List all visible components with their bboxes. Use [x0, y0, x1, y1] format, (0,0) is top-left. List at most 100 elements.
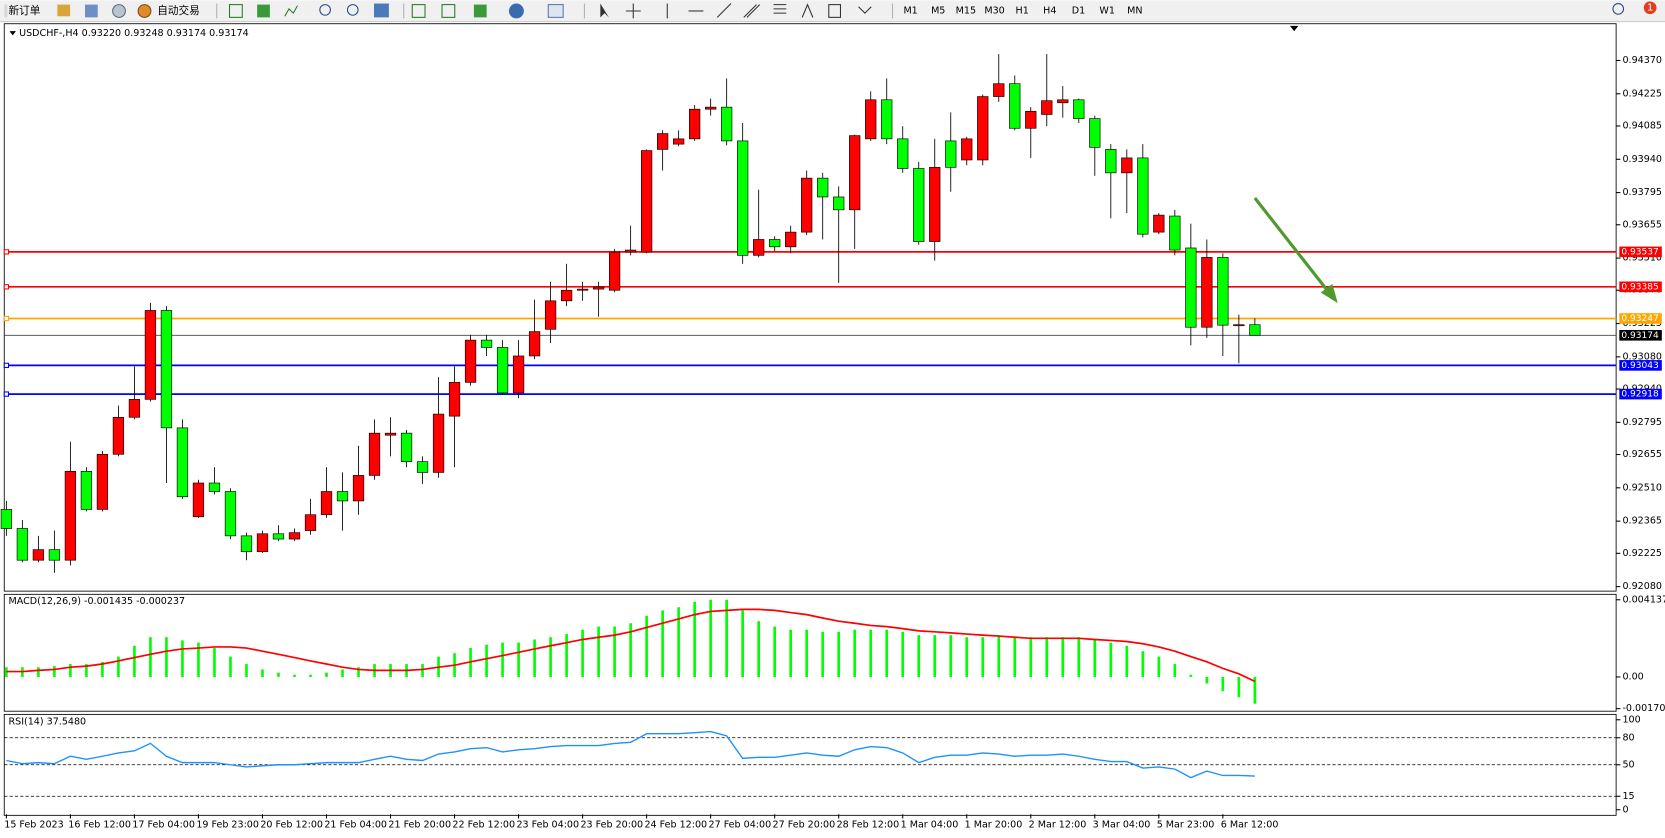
candle-body [945, 140, 957, 168]
timeframe-button[interactable]: MN [1127, 5, 1142, 16]
x-tick-label: 1 Mar 20:00 [965, 819, 1023, 830]
cursor-tool[interactable] [600, 3, 609, 18]
zoom-in-icon[interactable] [319, 4, 331, 16]
text-tool[interactable] [801, 3, 814, 18]
y-tick-label: 0.92655 [1622, 449, 1661, 460]
crosshair-tool[interactable] [625, 3, 641, 19]
timeframe-button[interactable]: D1 [1072, 5, 1085, 16]
new-order-button[interactable]: 新订单 [9, 4, 41, 17]
x-tick-label: 3 Mar 04:00 [1093, 819, 1151, 830]
channel-tool[interactable] [743, 4, 761, 18]
x-tick-label: 27 Feb 20:00 [773, 819, 836, 830]
candle-body [785, 231, 797, 248]
candle-body [1025, 110, 1037, 129]
candle-body [80, 470, 93, 510]
fibonacci-tool[interactable] [773, 4, 787, 14]
bar-chart-icon[interactable] [228, 4, 243, 18]
y-tick-label: 0.93940 [1622, 154, 1661, 165]
timeframe-button[interactable]: W1 [1099, 5, 1115, 16]
candle-body [16, 528, 29, 561]
candle-body [384, 432, 397, 436]
y-tick-label: 15 [1622, 791, 1634, 802]
tile-windows-icon[interactable] [374, 3, 389, 18]
candle-body [464, 339, 477, 383]
indicators-icon[interactable] [473, 4, 487, 18]
y-tick-label: 0.93510 [1622, 253, 1661, 264]
navigator-icon[interactable] [112, 4, 126, 18]
rsi-line [6, 730, 1255, 779]
zoom-out-icon[interactable] [346, 4, 359, 16]
candle-body [448, 382, 461, 417]
candle-body [1185, 247, 1197, 328]
x-tick-label: 21 Feb 20:00 [388, 819, 451, 830]
timeframe-button[interactable]: M15 [956, 5, 976, 16]
candle-body [272, 533, 285, 540]
y-tick-label: 0.94085 [1622, 120, 1661, 131]
y-tick-label: 0.92225 [1622, 548, 1661, 559]
y-tick-label: 80 [1622, 732, 1634, 743]
candle-body [256, 533, 269, 553]
current-price-box [1619, 329, 1662, 341]
timeframe-button[interactable]: M1 [903, 5, 917, 16]
x-tick-label: 27 Feb 04:00 [709, 819, 772, 830]
candle-body [1137, 157, 1149, 235]
candle-body [1057, 99, 1069, 104]
toolbar-grip [4, 4, 8, 18]
market-watch-icon[interactable] [57, 4, 71, 17]
candle-body [705, 106, 717, 110]
candle-body [400, 432, 413, 462]
candle-chart-icon[interactable] [257, 4, 270, 18]
candle-body [1153, 214, 1165, 233]
notification-badge[interactable] [1643, 1, 1657, 15]
trend-arrow-head [1320, 284, 1338, 304]
search-icon[interactable] [1612, 3, 1625, 15]
candle-body [1041, 100, 1053, 115]
candle-body [721, 106, 733, 142]
y-tick-label: 0.93655 [1622, 219, 1661, 230]
autoscroll-icon[interactable] [441, 4, 456, 18]
chart-shift-icon[interactable] [411, 4, 426, 18]
candle-body [689, 108, 701, 140]
chart-shift-marker [1289, 25, 1299, 32]
macd-signal-line [6, 608, 1256, 683]
y-tick-label: 0.93080 [1622, 351, 1661, 362]
timeframe-button[interactable]: H4 [1043, 5, 1056, 16]
candle-body [0, 509, 13, 529]
data-window-icon[interactable] [85, 4, 98, 18]
templates-icon[interactable] [547, 4, 564, 18]
x-tick-label: 19 Feb 23:00 [196, 819, 259, 830]
x-tick-label: 1 Mar 04:00 [901, 819, 959, 830]
candle-body [993, 83, 1005, 97]
x-tick-label: 16 Feb 12:00 [68, 819, 131, 830]
candle-body [432, 413, 445, 473]
candle-body [224, 491, 237, 537]
plot-layer: 0.94370 0.94225 0.94085 0.93940 0.93795 0.936… [0, 54, 1665, 830]
price-title: USDCHF-,H4 0.93220 0.93248 0.93174 0.931… [19, 28, 249, 39]
candle-body [368, 432, 381, 476]
auto-trading-icon[interactable] [137, 4, 152, 18]
x-tick-label: 6 Mar 12:00 [1221, 819, 1279, 830]
level-label-box [1619, 313, 1662, 324]
line-chart-icon[interactable] [284, 5, 298, 17]
candle-body [1169, 215, 1181, 251]
label-tool[interactable] [828, 4, 842, 18]
timeframe-button[interactable]: M5 [931, 5, 945, 16]
candle-body [112, 416, 125, 455]
y-tick-label: 0.94225 [1622, 88, 1661, 99]
periods-icon[interactable] [508, 3, 524, 19]
timeframe-button[interactable]: H1 [1016, 5, 1029, 16]
candle-body [592, 286, 605, 290]
candle-body [929, 167, 941, 242]
trendline-tool[interactable] [716, 3, 732, 18]
candle-body [1073, 99, 1085, 119]
level-label-box [1619, 388, 1662, 400]
timeframe-button[interactable]: M30 [984, 5, 1004, 16]
timeframe-buttons: M1 M5 M15 M30 H1 H4 D1 W1 MN [903, 5, 1142, 16]
auto-trading-button[interactable]: 自动交易 [157, 4, 199, 17]
arrows-tool[interactable] [858, 6, 872, 14]
candle-body [849, 135, 861, 211]
candle-body [48, 549, 61, 561]
candle-body [528, 331, 541, 357]
